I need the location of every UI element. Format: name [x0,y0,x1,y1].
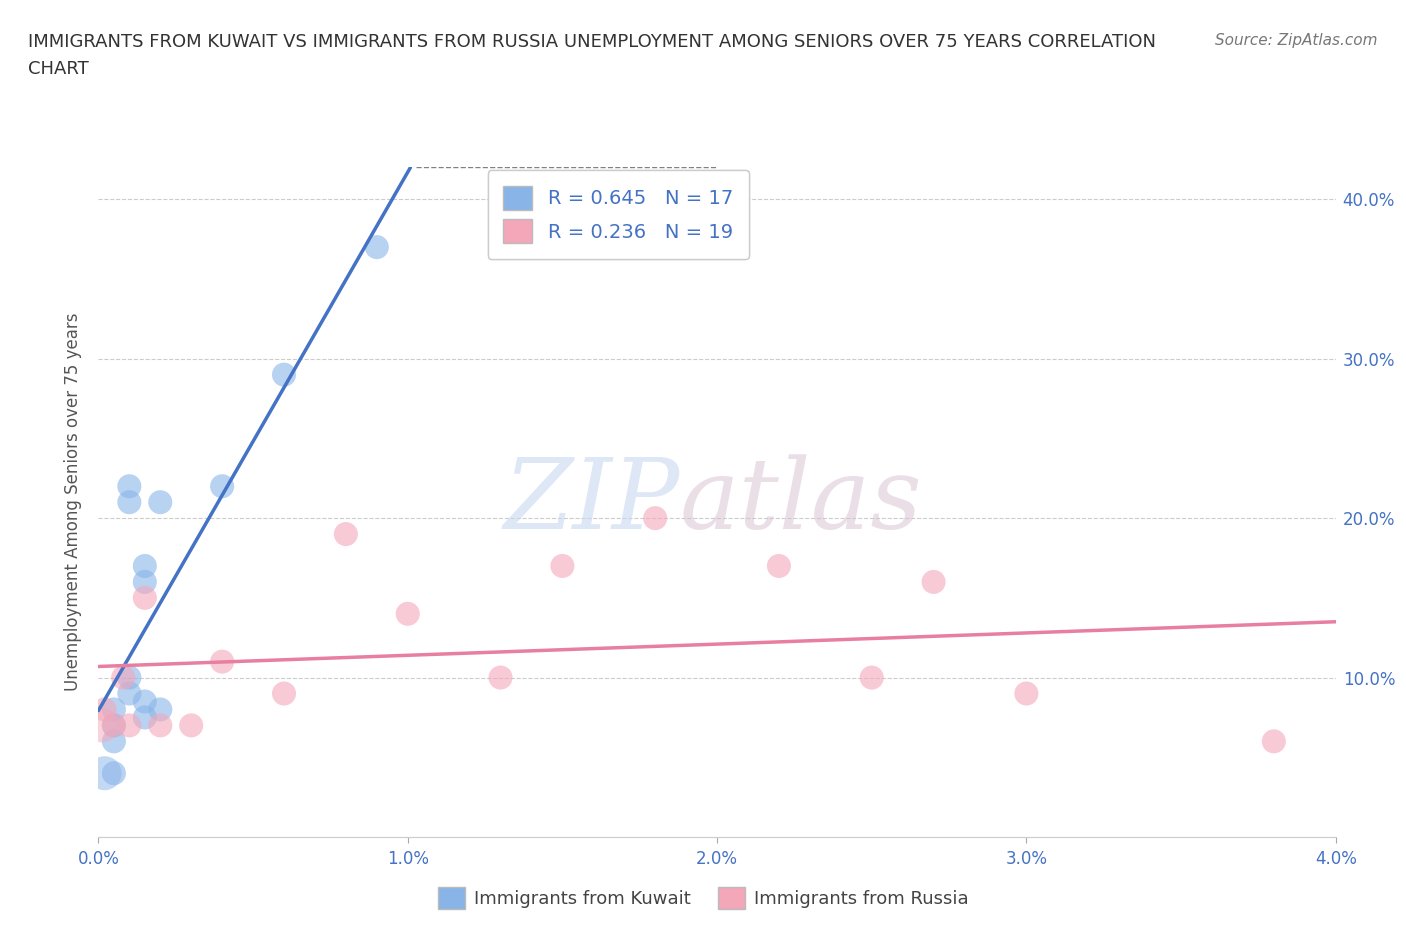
Point [118,686,141,701]
Point [1015,686,1038,701]
Text: ZIP: ZIP [503,455,681,550]
Point [103,702,125,717]
Point [90,718,112,733]
Point [103,734,125,749]
Legend: Immigrants from Kuwait, Immigrants from Russia: Immigrants from Kuwait, Immigrants from … [430,880,976,916]
Point [922,575,945,590]
Point [644,511,666,525]
Text: IMMIGRANTS FROM KUWAIT VS IMMIGRANTS FROM RUSSIA UNEMPLOYMENT AMONG SENIORS OVER: IMMIGRANTS FROM KUWAIT VS IMMIGRANTS FRO… [28,33,1156,50]
Point [134,591,156,605]
Legend: R = 0.645   N = 17, R = 0.236   N = 19: R = 0.645 N = 17, R = 0.236 N = 19 [488,170,748,259]
Point [489,671,512,685]
Point [134,694,156,709]
Point [118,718,141,733]
Point [396,606,419,621]
Point [551,559,574,574]
Point [335,526,357,541]
Point [860,671,883,685]
Point [149,702,172,717]
Point [149,495,172,510]
Point [118,671,141,685]
Point [112,671,135,685]
Point [103,718,125,733]
Y-axis label: Unemployment Among Seniors over 75 years: Unemployment Among Seniors over 75 years [65,313,83,691]
Point [366,240,388,255]
Point [103,765,125,780]
Point [273,367,295,382]
Point [180,718,202,733]
Point [93,702,115,717]
Point [134,710,156,724]
Point [134,559,156,574]
Point [211,654,233,669]
Point [149,718,172,733]
Point [1263,734,1285,749]
Point [134,575,156,590]
Point [103,718,125,733]
Point [118,479,141,494]
Point [273,686,295,701]
Text: CHART: CHART [28,60,89,78]
Point [93,765,115,780]
Point [768,559,790,574]
Point [118,495,141,510]
Text: atlas: atlas [681,455,922,550]
Point [211,479,233,494]
Text: Source: ZipAtlas.com: Source: ZipAtlas.com [1215,33,1378,47]
